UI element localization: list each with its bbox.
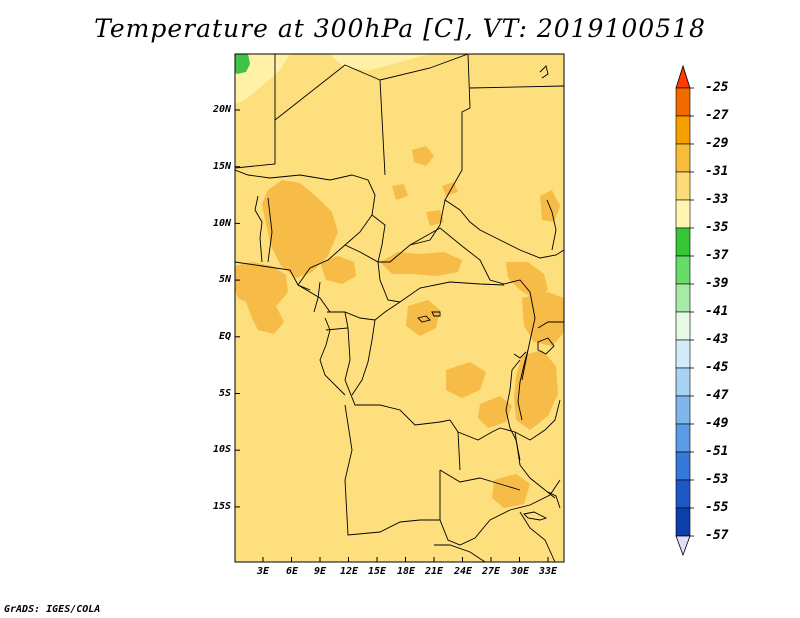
colorbar-label-neg43: -43	[705, 332, 729, 347]
lon-label-15e: 15E	[367, 566, 387, 577]
colorbar-segment	[675, 199, 691, 229]
colorbar-label-neg29: -29	[705, 136, 729, 151]
lon-label-3e: 3E	[256, 566, 270, 577]
lon-label-18e: 18E	[396, 566, 416, 577]
colorbar-segment	[675, 283, 691, 313]
grads-credit: GrADS: IGES/COLA	[4, 604, 101, 615]
lat-label-10s: 10S	[212, 444, 231, 455]
lon-label-30e: 30E	[510, 566, 530, 577]
colorbar	[675, 64, 694, 557]
colorbar-label-neg33: -33	[705, 192, 729, 207]
colorbar-label-neg45: -45	[705, 360, 729, 375]
lon-label-12e: 12E	[339, 566, 359, 577]
colorbar-segment	[675, 339, 691, 369]
lon-label-27e: 27E	[481, 566, 501, 577]
coldest-region-fill	[235, 54, 250, 74]
map-fill-layer	[235, 54, 564, 562]
colorbar-top-arrow	[675, 64, 691, 89]
lat-label-eq: EQ	[218, 331, 231, 342]
colorbar-label-neg25: -25	[705, 80, 729, 95]
colorbar-segment	[675, 255, 691, 285]
lon-label-24e: 24E	[453, 566, 473, 577]
colorbar-segment	[675, 87, 691, 117]
colorbar-segment	[675, 507, 691, 537]
colorbar-label-neg31: -31	[705, 164, 729, 179]
lat-label-20n: 20N	[212, 104, 231, 115]
colorbar-segment	[675, 395, 691, 425]
colorbar-label-neg37: -37	[705, 248, 729, 263]
colorbar-label-neg55: -55	[705, 500, 729, 515]
lon-label-21e: 21E	[424, 566, 444, 577]
colorbar-label-neg47: -47	[705, 388, 729, 403]
warmer-temperature-regions	[235, 146, 564, 508]
colorbar-segment	[675, 479, 691, 509]
lat-label-5n: 5N	[218, 274, 231, 285]
lon-label-9e: 9E	[313, 566, 327, 577]
colorbar-segment	[675, 423, 691, 453]
colorbar-segment	[675, 451, 691, 481]
colorbar-segment	[675, 311, 691, 341]
colorbar-segment	[675, 143, 691, 173]
longitude-ticks	[262, 557, 549, 562]
chart-title: Temperature at 300hPa [C], VT: 201910051…	[94, 14, 706, 43]
colorbar-segment	[675, 171, 691, 201]
latitude-ticks	[235, 109, 240, 508]
country-borders	[235, 54, 564, 562]
colorbar-bottom-arrow	[675, 535, 691, 557]
colorbar-label-neg49: -49	[705, 416, 729, 431]
colorbar-segment	[675, 115, 691, 145]
colorbar-label-neg51: -51	[705, 444, 729, 459]
colorbar-label-neg27: -27	[705, 108, 729, 123]
plot-frame	[234, 53, 565, 563]
lat-label-10n: 10N	[212, 218, 231, 229]
colorbar-label-neg57: -57	[705, 528, 729, 543]
colorbar-segment	[675, 227, 691, 257]
lon-label-6e: 6E	[285, 566, 299, 577]
lat-label-15s: 15S	[212, 501, 231, 512]
lat-label-15n: 15N	[212, 161, 231, 172]
colorbar-label-neg39: -39	[705, 276, 729, 291]
colorbar-label-neg53: -53	[705, 472, 729, 487]
colorbar-label-neg35: -35	[705, 220, 729, 235]
lon-label-33e: 33E	[538, 566, 558, 577]
colorbar-label-neg41: -41	[705, 304, 729, 319]
lat-label-5s: 5S	[218, 388, 231, 399]
colorbar-segment	[675, 367, 691, 397]
